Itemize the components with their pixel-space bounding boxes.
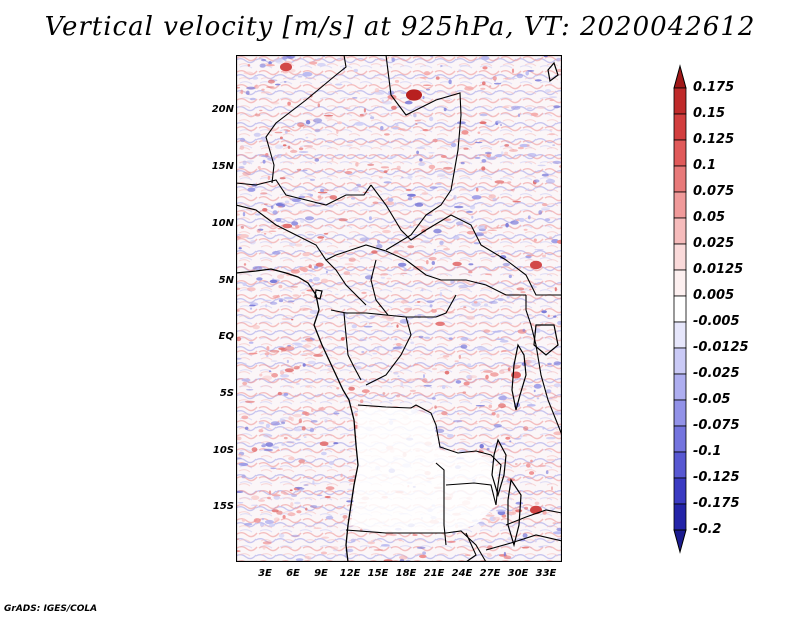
colorbar-label-3: 0.125 [693, 132, 735, 147]
colorbar-label-11: -0.0125 [693, 340, 749, 355]
colorbar-segment [673, 243, 687, 271]
colorbar-segment [673, 425, 687, 453]
colorbar-segment [673, 139, 687, 167]
lat-label-15s: 15S [212, 501, 234, 512]
colorbar-label-6: 0.05 [693, 210, 726, 225]
colorbar-label-13: -0.05 [693, 392, 731, 407]
colorbar-segment [673, 269, 687, 297]
coastline [236, 268, 359, 562]
colorbar-label-1: 0.175 [693, 80, 735, 95]
colorbar-segment [673, 477, 687, 505]
colorbar-segment [673, 347, 687, 375]
lat-label-10n: 10N [211, 218, 234, 229]
colorbar-segment [673, 87, 687, 115]
colorbar-label-2: 0.15 [693, 106, 726, 121]
colorbar-label-5: 0.075 [693, 184, 735, 199]
plot-frame [236, 55, 562, 562]
chart-title: Vertical velocity [m/s] at 925hPa, VT: 2… [44, 12, 756, 42]
colorbar-label-12: -0.025 [693, 366, 740, 381]
vertical-velocity-map [236, 55, 562, 562]
lon-label-27e: 27E [479, 568, 501, 579]
colorbar-segment [673, 113, 687, 141]
lon-label-9e: 9E [314, 568, 328, 579]
lakes [314, 61, 559, 548]
lat-label-15n: 15N [211, 161, 234, 172]
lon-label-24e: 24E [451, 568, 473, 579]
colorbar-label-17: -0.175 [693, 496, 740, 511]
lat-label-eq: EQ [218, 331, 234, 342]
colorbar-segment [673, 503, 687, 531]
colorbar-segment [673, 373, 687, 401]
lon-label-18e: 18E [395, 568, 417, 579]
lon-label-6e: 6E [286, 568, 300, 579]
colorbar-segment [673, 451, 687, 479]
colorbar-segment [673, 191, 687, 219]
lon-label-12e: 12E [339, 568, 361, 579]
lat-label-10s: 10S [212, 445, 234, 456]
colorbar-segment [673, 217, 687, 245]
colorbar-segment [673, 321, 687, 349]
colorbar-bottom-cap [673, 529, 687, 554]
colorbar [673, 64, 687, 554]
lat-label-5s: 5S [219, 388, 234, 399]
lon-label-21e: 21E [423, 568, 445, 579]
lon-label-3e: 3E [258, 568, 272, 579]
lon-label-15e: 15E [367, 568, 389, 579]
colorbar-label-14: -0.075 [693, 418, 740, 433]
colorbar-label-18: -0.2 [693, 522, 722, 537]
colorbar-label-10: -0.005 [693, 314, 740, 329]
colorbar-label-7: 0.025 [693, 236, 735, 251]
colorbar-segment [673, 295, 687, 323]
map-plot-area [236, 55, 562, 562]
colorbar-label-9: 0.005 [693, 288, 735, 303]
colorbar-label-15: -0.1 [693, 444, 722, 459]
velocity-field-noise [236, 55, 562, 562]
colorbar-top-cap [673, 64, 687, 89]
lat-label-20n: 20N [211, 104, 234, 115]
lon-label-30e: 30E [507, 568, 529, 579]
colorbar-label-4: 0.1 [693, 158, 717, 173]
colorbar-label-16: -0.125 [693, 470, 740, 485]
grads-credit: GrADS: IGES/COLA [4, 604, 98, 614]
colorbar-segment [673, 399, 687, 427]
country-borders [236, 55, 562, 562]
colorbar-segment [673, 165, 687, 193]
lat-label-5n: 5N [218, 275, 234, 286]
lon-label-33e: 33E [535, 568, 557, 579]
colorbar-label-8: 0.0125 [693, 262, 744, 277]
